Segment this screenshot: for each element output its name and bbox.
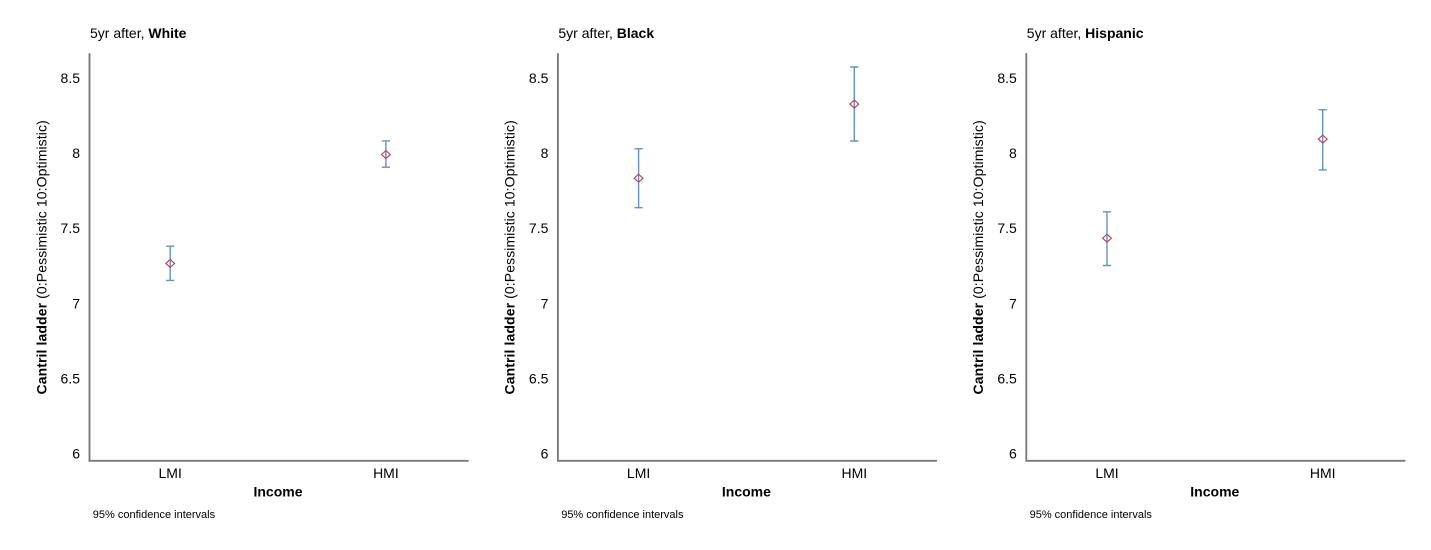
svg-text:8: 8 — [1009, 145, 1017, 161]
svg-text:7.5: 7.5 — [997, 220, 1017, 236]
svg-text:8.5: 8.5 — [61, 70, 81, 86]
svg-text:LMI: LMI — [627, 465, 650, 481]
svg-text:LMI: LMI — [1095, 465, 1118, 481]
svg-text:6: 6 — [541, 446, 549, 462]
svg-text:6.5: 6.5 — [997, 371, 1017, 387]
svg-text:7: 7 — [541, 295, 549, 311]
svg-text:7.5: 7.5 — [529, 220, 549, 236]
svg-text:HMI: HMI — [373, 465, 399, 481]
svg-text:95% confidence intervals: 95% confidence intervals — [93, 509, 216, 521]
svg-text:8.5: 8.5 — [529, 70, 549, 86]
svg-text:6: 6 — [72, 446, 80, 462]
svg-text:HMI: HMI — [841, 465, 867, 481]
svg-text:6.5: 6.5 — [61, 371, 81, 387]
svg-text:7.5: 7.5 — [61, 220, 81, 236]
svg-text:8.5: 8.5 — [997, 70, 1017, 86]
svg-text:Income: Income — [253, 484, 302, 500]
svg-text:Income: Income — [1190, 484, 1239, 500]
svg-text:8: 8 — [541, 145, 549, 161]
svg-text:Cantril ladder (0:Pessimistic: Cantril ladder (0:Pessimistic 10:Optimis… — [33, 120, 49, 394]
svg-text:5yr after, Hispanic: 5yr after, Hispanic — [1027, 25, 1144, 41]
svg-text:Cantril ladder (0:Pessimistic: Cantril ladder (0:Pessimistic 10:Optimis… — [502, 120, 518, 394]
svg-text:95% confidence intervals: 95% confidence intervals — [561, 509, 684, 521]
svg-text:Cantril ladder (0:Pessimistic: Cantril ladder (0:Pessimistic 10:Optimis… — [970, 120, 986, 394]
svg-text:95% confidence intervals: 95% confidence intervals — [1030, 509, 1153, 521]
svg-text:8: 8 — [72, 145, 80, 161]
svg-text:7: 7 — [1009, 295, 1017, 311]
svg-text:6: 6 — [1009, 446, 1017, 462]
svg-text:5yr after, White: 5yr after, White — [90, 25, 187, 41]
svg-text:Income: Income — [722, 484, 771, 500]
svg-text:HMI: HMI — [1310, 465, 1336, 481]
svg-text:LMI: LMI — [159, 465, 182, 481]
svg-text:5yr after, Black: 5yr after, Black — [558, 25, 654, 41]
svg-text:7: 7 — [72, 295, 80, 311]
svg-text:6.5: 6.5 — [529, 371, 549, 387]
